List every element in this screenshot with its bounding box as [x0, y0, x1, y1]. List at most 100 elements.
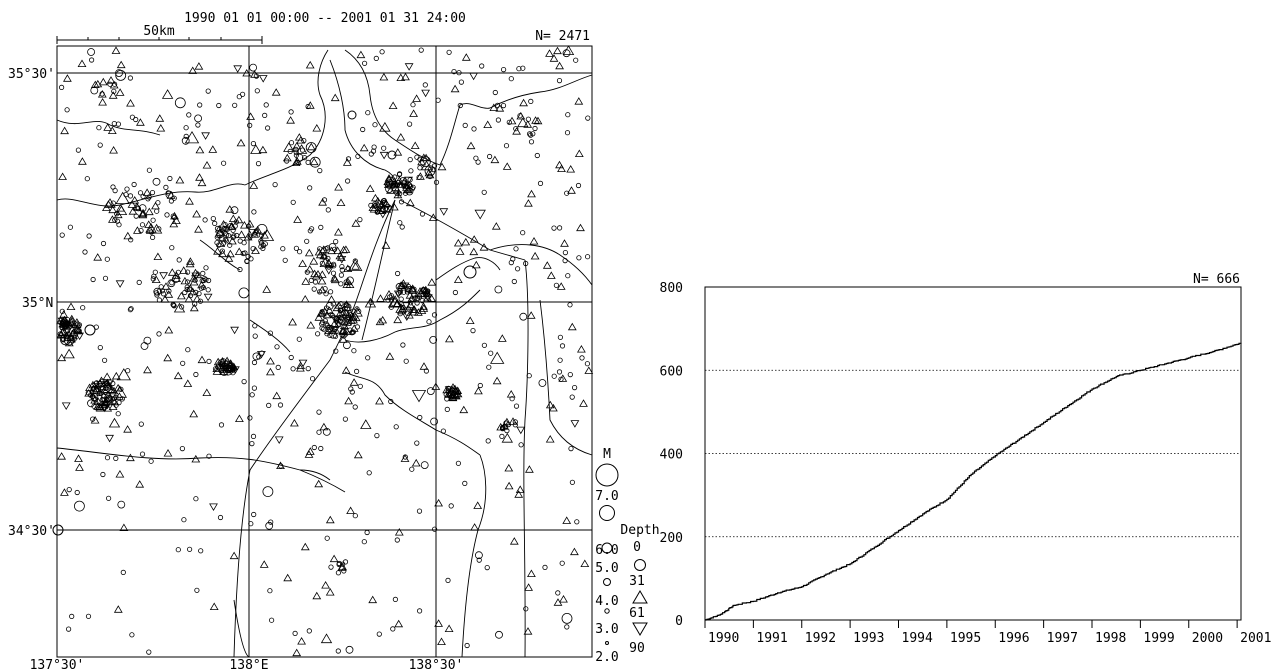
scale-label: 50km: [143, 24, 174, 39]
quake-shallow-circle: [154, 292, 160, 298]
quake-shallow-circle: [446, 391, 452, 397]
quake-intermediate-triangle: [327, 295, 336, 303]
quake-intermediate-triangle: [237, 230, 246, 238]
quake-shallow-circle: [106, 383, 112, 389]
quake-intermediate-triangle: [379, 121, 391, 132]
quake-intermediate-triangle: [359, 143, 369, 152]
x-tick-label: 2001: [1240, 631, 1271, 646]
quake-shallow-circle: [526, 373, 532, 379]
quake-intermediate-triangle: [126, 453, 135, 462]
quake-deep-triangle: [403, 286, 413, 294]
quake-intermediate-triangle: [495, 104, 505, 112]
quake-intermediate-triangle: [188, 66, 198, 74]
quake-shallow-circle: [114, 211, 120, 217]
quake-intermediate-triangle: [126, 99, 135, 107]
quake-intermediate-triangle: [184, 131, 200, 144]
x-tick-label: 1994: [902, 631, 933, 646]
quake-intermediate-triangle: [73, 325, 83, 333]
quake-shallow-circle: [326, 264, 332, 270]
quake-deep-triangle: [57, 317, 67, 326]
quake-intermediate-triangle: [228, 236, 237, 245]
quake-shallow-circle: [88, 392, 94, 398]
quake-deep-triangle: [421, 89, 430, 98]
quake-shallow-circle: [262, 112, 268, 119]
quake-deep-triangle: [105, 434, 114, 443]
quake-shallow-circle: [455, 460, 461, 466]
quake-shallow-circle: [425, 288, 431, 294]
quake-intermediate-triangle: [319, 422, 329, 431]
quake-shallow-circle: [407, 157, 413, 163]
x-tick-label: 1990: [708, 631, 739, 646]
quake-intermediate-triangle: [414, 287, 426, 297]
quake-intermediate-triangle: [234, 247, 244, 255]
quake-shallow-circle: [394, 190, 400, 196]
cumulative-count-line: [705, 342, 1242, 621]
quake-intermediate-triangle: [560, 239, 569, 247]
quake-intermediate-triangle: [113, 383, 123, 392]
quake-intermediate-triangle: [489, 351, 505, 364]
quake-intermediate-triangle: [419, 302, 428, 310]
quake-shallow-circle: [538, 379, 547, 387]
quake-shallow-circle: [150, 234, 156, 240]
quake-intermediate-triangle: [266, 367, 275, 376]
quake-shallow-circle: [392, 174, 398, 180]
quake-shallow-circle: [277, 402, 284, 408]
quake-shallow-circle: [244, 258, 250, 264]
quake-shallow-circle: [111, 395, 118, 401]
quake-deep-triangle: [439, 208, 449, 216]
quake-shallow-circle: [354, 306, 360, 312]
quake-intermediate-triangle: [74, 454, 83, 462]
quake-intermediate-triangle: [461, 53, 471, 61]
quake-shallow-circle: [551, 373, 557, 379]
quake-deep-triangle: [379, 151, 389, 160]
quake-intermediate-triangle: [296, 361, 305, 369]
quake-shallow-circle: [398, 199, 405, 205]
quake-shallow-circle: [351, 348, 357, 354]
quake-intermediate-triangle: [197, 280, 206, 289]
quake-intermediate-triangle: [111, 46, 121, 54]
legend-mag-6-label: 6.0: [595, 543, 618, 558]
quake-shallow-circle: [488, 350, 494, 356]
quake-intermediate-triangle: [574, 97, 584, 105]
quake-shallow-circle: [232, 102, 238, 108]
quake-intermediate-triangle: [189, 277, 199, 286]
quake-shallow-circle: [407, 183, 414, 189]
quake-intermediate-triangle: [396, 133, 406, 141]
quake-intermediate-triangle: [57, 353, 67, 362]
quake-shallow-circle: [564, 130, 571, 136]
quake-shallow-circle: [197, 102, 203, 108]
quake-shallow-circle: [424, 289, 430, 295]
quake-shallow-circle: [575, 182, 582, 189]
quake-intermediate-triangle: [197, 355, 207, 364]
quake-shallow-circle: [322, 427, 331, 436]
quake-deep-triangle: [469, 72, 478, 81]
quake-shallow-circle: [206, 453, 212, 459]
quake-shallow-circle: [171, 303, 177, 309]
quake-large-circle: [52, 524, 64, 536]
quake-shallow-circle: [339, 561, 346, 567]
quake-shallow-circle: [90, 416, 96, 422]
quake-intermediate-triangle: [409, 307, 419, 316]
quake-intermediate-triangle: [524, 583, 533, 591]
quake-shallow-circle: [305, 142, 317, 153]
lon-label-13730: 137°30': [30, 658, 85, 671]
quake-shallow-circle: [251, 385, 257, 391]
quake-intermediate-triangle: [300, 542, 310, 551]
quake-intermediate-triangle: [305, 265, 315, 273]
quake-shallow-circle: [342, 559, 349, 565]
quake-intermediate-triangle: [469, 235, 479, 243]
quake-intermediate-triangle: [172, 271, 181, 279]
quake-shallow-circle: [118, 386, 124, 392]
legend-mag-3-label: 3.0: [595, 622, 618, 637]
quake-intermediate-triangle: [108, 91, 118, 99]
quake-intermediate-triangle: [483, 120, 493, 128]
quake-shallow-circle: [576, 255, 582, 261]
quake-shallow-circle: [361, 539, 367, 545]
quake-shallow-circle: [350, 308, 356, 314]
legend-mag-5-symbol: [601, 542, 613, 554]
quake-intermediate-triangle: [382, 205, 392, 213]
quake-intermediate-triangle: [525, 465, 534, 473]
quake-shallow-circle: [494, 285, 503, 294]
quake-intermediate-triangle: [151, 201, 160, 210]
quake-intermediate-triangle: [397, 306, 406, 315]
